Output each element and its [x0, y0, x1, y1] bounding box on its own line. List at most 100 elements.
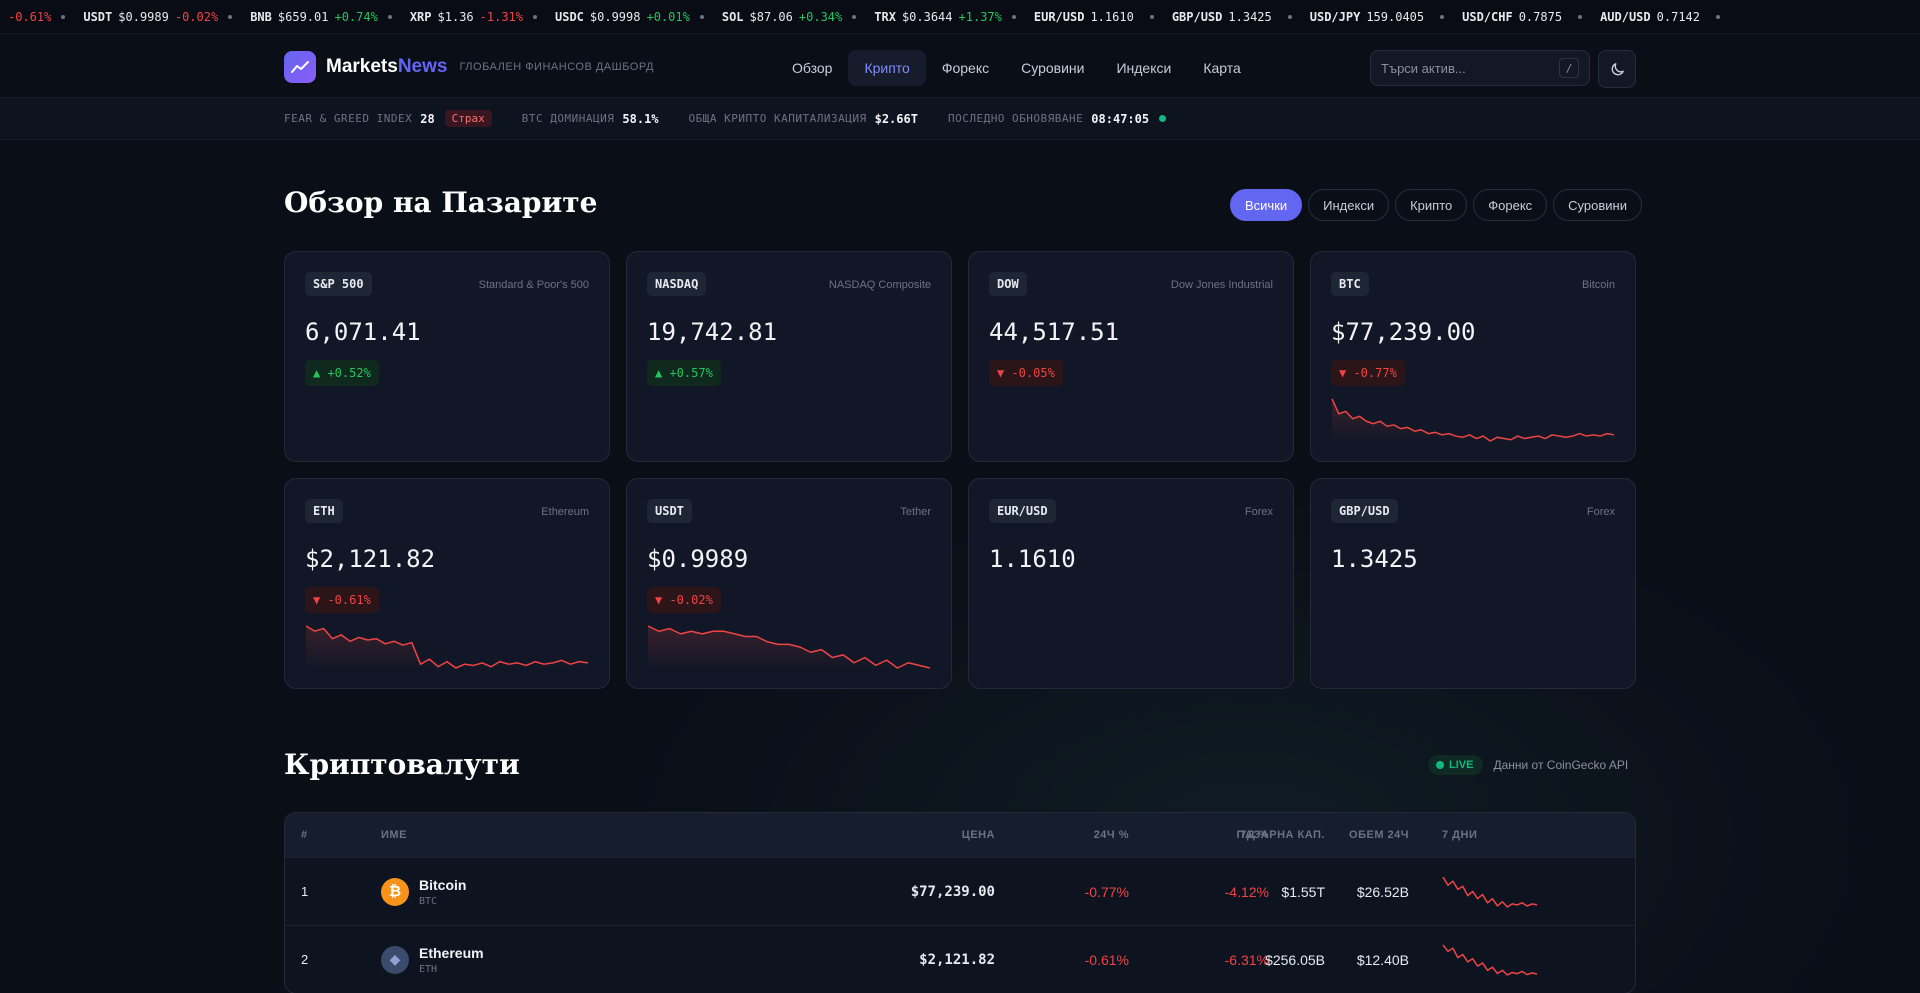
filter-1[interactable]: Индекси [1308, 189, 1390, 221]
ticker-separator [1287, 14, 1292, 19]
col-marketcap-header[interactable]: ПАЗАРНА КАП. [1236, 829, 1325, 841]
col-name-header[interactable]: ИМЕ [381, 829, 407, 841]
asset-name: Ethereum [541, 506, 589, 518]
ticker-symbol: USDC [555, 9, 584, 24]
ticker-symbol: XRP [409, 9, 432, 24]
moon-icon [1611, 62, 1624, 75]
ticker-item[interactable]: USDT $0.9989 -0.02% [83, 10, 233, 24]
ticker-item[interactable]: TRX $0.3644 +1.37% [874, 10, 1016, 24]
btc-dominance-value: 58.1% [622, 111, 659, 126]
logo[interactable]: MarketsNews ГЛОБАЛЕН ФИНАНСОВ ДАШБОРД [284, 51, 654, 83]
ticker-price: $0.3644 [901, 9, 953, 24]
ticker-symbol: AUD/USD [1600, 9, 1651, 24]
ticker-item[interactable]: BNB $659.01 +0.74% [250, 10, 392, 24]
ticker-item[interactable]: XRP $1.36 -1.31% [410, 10, 537, 24]
asset-change: ▼ -0.02% [647, 587, 721, 613]
nav-item-0[interactable]: Обзор [792, 60, 833, 76]
table-header: # ИМЕ ЦЕНА 24Ч % 7Д % ПАЗАРНА КАП. ОБЕМ … [285, 813, 1635, 857]
asset-change: ▼ -0.05% [989, 360, 1063, 386]
market-cap-value: $2.66T [874, 111, 918, 126]
crypto-table: # ИМЕ ЦЕНА 24Ч % 7Д % ПАЗАРНА КАП. ОБЕМ … [284, 812, 1636, 993]
btc-dominance-stat: BTC ДОМИНАЦИЯ 58.1% [522, 112, 659, 126]
search-box[interactable]: / [1370, 50, 1590, 86]
asset-price: $2,121.82 [305, 545, 436, 573]
asset-change: ▲ +0.52% [305, 360, 379, 386]
sparkline [647, 624, 931, 670]
ticker-separator [1578, 14, 1583, 19]
filter-3[interactable]: Форекс [1473, 189, 1548, 221]
ticker-separator [533, 14, 537, 19]
asset-price: 1.1610 [989, 545, 1076, 573]
market-card[interactable]: ETH Ethereum $2,121.82 ▼ -0.61% [284, 478, 610, 689]
ticker-item[interactable]: -0.61% [8, 9, 66, 24]
bitcoin-icon: ₿ [381, 877, 409, 906]
coin-symbol: ETH [419, 963, 438, 975]
market-card[interactable]: BTC Bitcoin $77,239.00 ▼ -0.77% [1310, 251, 1636, 462]
ticker-item[interactable]: SOL $87.06 +0.34% [721, 9, 857, 24]
name-cell: ₿ Bitcoin BTC [381, 858, 466, 925]
ticker-price: 159.0405 [1366, 9, 1425, 24]
ticker-change: -0.61% [8, 9, 52, 24]
ticker-item[interactable]: USD/JPY 159.0405 [1310, 9, 1445, 24]
ticker-symbol: BNB [250, 9, 272, 24]
asset-name: Forex [1586, 506, 1615, 518]
sparkline [305, 624, 589, 670]
name-cell: ◆ Ethereum ETH [381, 926, 484, 993]
nav-item-5[interactable]: Карта [1203, 60, 1241, 76]
ticker-price: 0.7142 [1656, 9, 1700, 24]
price-cell: $2,121.82 [919, 951, 995, 968]
market-card[interactable]: USDT Tether $0.9989 ▼ -0.02% [626, 478, 952, 689]
ethereum-icon: ◆ [381, 945, 409, 974]
market-card[interactable]: GBP/USD Forex 1.3425 [1310, 478, 1636, 689]
asset-change: ▲ +0.57% [647, 360, 721, 386]
nav-item-4[interactable]: Индекси [1116, 60, 1172, 76]
ticker-item[interactable]: USDC $0.9998 +0.01% [555, 10, 704, 24]
asset-name: Bitcoin [1581, 279, 1615, 291]
filter-2[interactable]: Крипто [1395, 189, 1468, 221]
market-card[interactable]: NASDAQ NASDAQ Composite 19,742.81 ▲ +0.57% [626, 251, 952, 462]
market-card[interactable]: S&P 500 Standard & Poor's 500 6,071.41 ▲ +0… [284, 251, 610, 462]
ticker-item[interactable]: EUR/USD 1.1610 [1034, 10, 1154, 24]
row-spark-1 [1442, 944, 1538, 976]
nav-item-2[interactable]: Форекс [941, 60, 990, 76]
rank-cell: 2 [301, 952, 309, 967]
brand-name: MarketsNews [326, 56, 448, 77]
col-24h-header[interactable]: 24Ч % [1093, 829, 1129, 841]
theme-toggle-button[interactable] [1598, 50, 1636, 88]
volume-cell: $12.40B [1356, 951, 1409, 968]
asset-name: Forex [1244, 506, 1273, 518]
filter-0[interactable]: Всички [1230, 189, 1303, 221]
main-menu: Обзор Крипто Форекс Суровини Индекси Карта [776, 50, 1257, 86]
ticker-item[interactable]: USD/CHF 0.7875 [1462, 10, 1583, 24]
market-card[interactable]: EUR/USD Forex 1.1610 [968, 478, 1294, 689]
asset-price: 44,517.51 [989, 318, 1120, 346]
fear-greed-badge: Страх [444, 110, 492, 127]
search-input[interactable] [1381, 60, 1559, 76]
asset-price: $77,239.00 [1331, 318, 1476, 346]
nav-item-1[interactable]: Крипто [848, 50, 926, 86]
table-row[interactable]: 1 ₿ Bitcoin BTC $77,239.00 -0.77% -4.12% $1.55T… [285, 857, 1635, 925]
ticker-separator [387, 14, 392, 19]
ticker-item[interactable]: AUD/USD 0.7142 [1600, 10, 1720, 24]
asset-tag: ETH [305, 499, 343, 523]
ticker-price: $1.36 [437, 9, 474, 24]
fear-greed-label: FEAR & GREED INDEX [284, 112, 413, 125]
ticker-symbol: SOL [721, 9, 744, 24]
ticker-separator [1716, 14, 1720, 19]
nav-item-3[interactable]: Суровини [1021, 60, 1085, 76]
ticker-change: +0.34% [798, 9, 843, 24]
ticker-item[interactable]: GBP/USD 1.3425 [1172, 10, 1292, 24]
col-price-header[interactable]: ЦЕНА [961, 829, 995, 841]
table-row[interactable]: 2 ◆ Ethereum ETH $2,121.82 -0.61% -6.31% $256.0… [285, 925, 1635, 993]
search-shortcut-key: / [1559, 58, 1579, 78]
market-card[interactable]: DOW Dow Jones Industrial 44,517.51 ▼ -0.05% [968, 251, 1294, 462]
filter-4[interactable]: Суровини [1553, 189, 1642, 221]
col-7days-header: 7 ДНИ [1442, 829, 1478, 841]
asset-change: ▼ -0.61% [305, 587, 379, 613]
last-updated-value: 08:47:05 [1091, 111, 1150, 126]
ticker-separator [852, 14, 857, 19]
col-7d-header[interactable]: 7Д % [1240, 829, 1269, 841]
crypto-title: Криптовалути [284, 748, 520, 781]
col-volume-header[interactable]: ОБЕМ 24Ч [1349, 829, 1409, 841]
col-rank-header[interactable]: # [301, 829, 308, 841]
